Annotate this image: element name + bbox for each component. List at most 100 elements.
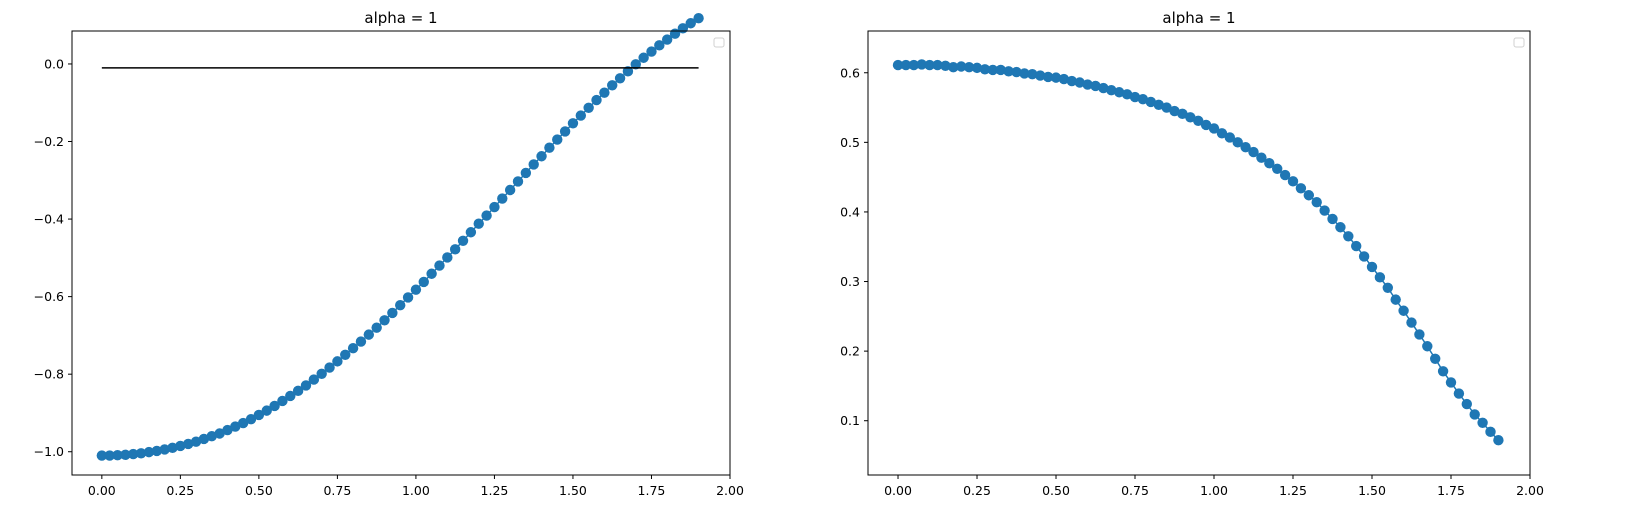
data-point (300, 380, 312, 391)
data-point (135, 448, 147, 459)
x-tick-label: 0.75 (1121, 483, 1149, 498)
y-axis: −1.0 −0.8 −0.6 −0.4 −0.2 0.0 (34, 56, 72, 459)
data-point (1042, 71, 1054, 83)
data-point (1366, 261, 1378, 273)
data-point (371, 322, 382, 333)
data-point (552, 134, 563, 145)
data-point (630, 59, 641, 70)
data-point (900, 59, 912, 71)
data-point (285, 390, 296, 402)
data-point (1208, 123, 1220, 134)
y-tick-label: −1.0 (34, 444, 64, 459)
data-point (1193, 115, 1204, 126)
data-point (1232, 137, 1243, 148)
data-point (971, 62, 983, 74)
data-point (1177, 108, 1188, 120)
data-point (481, 210, 492, 221)
data-point (1469, 409, 1480, 420)
data-point (932, 59, 943, 71)
x-tick-label: 0.00 (884, 483, 912, 498)
data-point (1248, 146, 1259, 158)
data-point (1311, 197, 1322, 208)
y-tick-label: −0.6 (34, 289, 64, 304)
y-axis: 0.1 0.2 0.3 0.4 0.5 0.6 (840, 65, 868, 428)
y-tick-label: 0.2 (840, 344, 860, 359)
data-point (661, 34, 673, 45)
data-point (1295, 183, 1307, 194)
x-tick-label: 1.25 (1279, 483, 1307, 498)
data-point (622, 66, 634, 77)
data-point (183, 438, 194, 450)
data-point (104, 450, 115, 461)
data-point (1137, 94, 1149, 105)
x-tick-label: 2.00 (716, 483, 744, 498)
legend-box (713, 37, 725, 48)
x-axis: 0.00 0.25 0.50 0.75 1.00 1.25 1.50 1.75 2.00 (884, 475, 1544, 498)
data-point (979, 64, 991, 75)
chart-panel-right: alpha = 1 0.00 0.25 0.50 0.75 1.00 1.25 1.50 1.… (840, 9, 1544, 498)
data-point (1200, 119, 1212, 131)
data-point (434, 260, 445, 271)
data-point (583, 102, 594, 113)
data-point (1279, 169, 1291, 181)
data-point (1161, 102, 1172, 113)
data-point (1035, 70, 1046, 81)
data-point (1066, 75, 1078, 87)
data-point (1011, 66, 1022, 78)
data-point (261, 405, 272, 416)
x-tick-label: 0.25 (166, 483, 194, 498)
x-tick-label: 0.25 (963, 483, 991, 498)
chart-title: alpha = 1 (364, 9, 437, 27)
y-tick-label: 0.5 (840, 135, 860, 150)
data-point (908, 59, 920, 71)
x-tick-label: 1.00 (1200, 483, 1228, 498)
y-tick-label: −0.8 (34, 367, 64, 382)
data-point (1019, 68, 1030, 79)
data-point (1430, 353, 1441, 364)
data-point (340, 349, 351, 360)
data-point (1382, 282, 1394, 293)
data-point (892, 59, 904, 71)
data-point (449, 244, 461, 255)
data-point (230, 421, 241, 432)
data-point (277, 395, 288, 407)
data-point (1477, 417, 1488, 429)
x-tick-label: 1.00 (402, 483, 430, 498)
data-point (1216, 128, 1228, 139)
data-point (1153, 99, 1164, 110)
plot-area (96, 13, 704, 461)
data-point (457, 235, 469, 246)
data-point (324, 362, 335, 373)
data-point (1240, 142, 1251, 153)
data-point (1050, 72, 1062, 83)
data-point (316, 368, 327, 379)
x-tick-label: 1.75 (638, 483, 666, 498)
x-axis: 0.00 0.25 0.50 0.75 1.00 1.25 1.50 1.75 2.00 (88, 475, 744, 498)
data-point (1058, 73, 1070, 85)
data-point (245, 413, 257, 425)
data-point (120, 449, 131, 461)
data-point (646, 46, 657, 57)
data-point (1224, 132, 1236, 143)
data-point (1121, 89, 1133, 100)
data-point (1422, 341, 1433, 352)
data-point (693, 13, 704, 24)
data-point (1493, 435, 1504, 446)
data-point (1106, 84, 1117, 96)
data-point (1264, 158, 1275, 169)
data-point (237, 417, 249, 429)
data-point (190, 436, 202, 447)
data-point (559, 126, 571, 137)
data-point (198, 433, 210, 445)
data-point (1287, 176, 1299, 187)
data-point (924, 59, 935, 71)
y-tick-label: 0.4 (840, 204, 860, 219)
data-point (128, 448, 139, 460)
data-point (1027, 68, 1038, 80)
data-point (1390, 294, 1401, 305)
data-point (512, 176, 524, 187)
data-point (402, 292, 414, 303)
legend-box (1513, 37, 1525, 48)
data-point (465, 227, 477, 238)
